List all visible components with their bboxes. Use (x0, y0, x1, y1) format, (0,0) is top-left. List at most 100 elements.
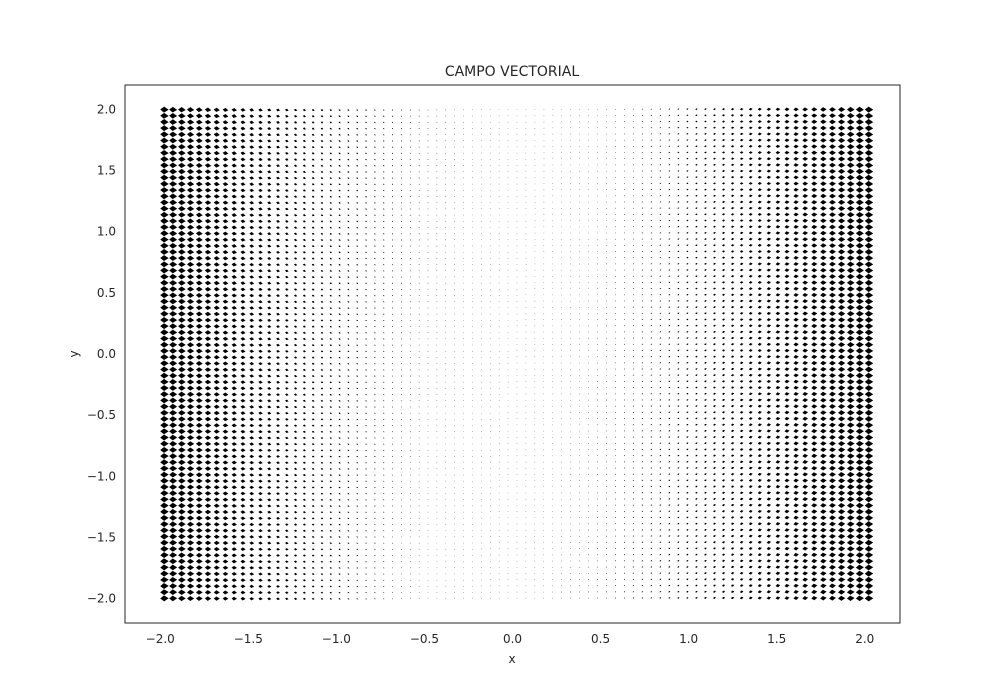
vector-arrow (489, 437, 491, 439)
vector-arrow (169, 539, 178, 546)
vector-arrow (552, 474, 554, 475)
vector-arrow (507, 227, 509, 228)
vector-arrow (606, 226, 607, 228)
vector-arrow (329, 134, 332, 136)
vector-arrow (650, 380, 653, 382)
vector-arrow (525, 375, 527, 376)
vector-arrow (668, 523, 671, 525)
vector-arrow (516, 245, 518, 247)
vector-arrow (668, 182, 671, 184)
vector-arrow (418, 344, 420, 346)
vector-arrow (561, 492, 563, 494)
vector-arrow (650, 424, 653, 426)
vector-arrow (552, 467, 554, 469)
vector-arrow (498, 301, 500, 302)
vector-arrow (588, 498, 589, 500)
vector-arrow (525, 331, 527, 333)
vector-arrow (409, 561, 411, 562)
vector-arrow (392, 251, 394, 253)
vector-arrow (347, 264, 350, 266)
vector-arrow (489, 344, 491, 346)
vector-arrow (561, 276, 563, 277)
vector-arrow (213, 355, 220, 360)
vector-arrow (169, 558, 178, 565)
vector-arrow (659, 591, 662, 593)
vector-arrow (409, 350, 411, 352)
vector-arrow (472, 456, 473, 457)
vector-arrow (204, 596, 212, 601)
vector-arrow (302, 245, 306, 248)
vector-arrow (178, 329, 186, 336)
vector-arrow (695, 306, 698, 308)
vector-arrow (258, 597, 263, 601)
vector-arrow (579, 276, 580, 277)
vector-arrow (632, 516, 634, 519)
vector-arrow (436, 419, 438, 420)
vector-arrow (392, 165, 394, 167)
vector-arrow (632, 362, 634, 364)
vector-arrow (641, 176, 643, 178)
vector-arrow (195, 125, 203, 131)
vector-arrow (552, 344, 554, 345)
vector-arrow (383, 264, 385, 266)
vector-arrow (169, 298, 178, 305)
vector-arrow (294, 127, 298, 130)
vector-arrow (178, 162, 186, 169)
vector-arrow (534, 165, 536, 166)
vector-arrow (258, 473, 263, 477)
vector-arrow (401, 282, 402, 284)
vector-arrow (588, 313, 589, 314)
vector-arrow (222, 373, 229, 378)
vector-arrow (285, 381, 289, 384)
vector-arrow (401, 128, 402, 130)
vector-arrow (686, 430, 689, 432)
vector-arrow (659, 436, 662, 438)
vector-arrow (588, 214, 589, 215)
vector-arrow (320, 115, 324, 118)
vector-arrow (543, 350, 545, 351)
vector-arrow (418, 158, 420, 161)
vector-arrow (606, 146, 607, 147)
vector-arrow (472, 196, 473, 197)
vector-arrow (704, 163, 707, 166)
vector-arrow (213, 120, 220, 125)
vector-arrow (195, 119, 203, 125)
vector-arrow (623, 504, 625, 506)
vector-arrow (418, 245, 420, 247)
vector-arrow (320, 536, 324, 538)
vector-arrow (258, 368, 263, 372)
vector-arrow (677, 294, 680, 296)
vector-arrow (285, 424, 289, 427)
vector-arrow (525, 554, 527, 556)
vector-arrow (561, 406, 563, 407)
vector-arrow (623, 393, 625, 395)
vector-arrow (294, 146, 298, 149)
vector-arrow (392, 449, 394, 451)
vector-arrow (454, 579, 455, 581)
vector-arrow (302, 511, 306, 514)
vector-arrow (392, 177, 394, 179)
vector-arrow (543, 121, 545, 123)
vector-arrow (463, 567, 464, 569)
vector-arrow (543, 269, 545, 271)
vector-arrow (401, 400, 402, 402)
vector-arrow (285, 306, 289, 310)
vector-arrow (480, 264, 482, 265)
vector-arrow (204, 546, 212, 552)
vector-arrow (516, 536, 518, 537)
vector-arrow (650, 467, 653, 469)
vector-arrow (632, 195, 634, 197)
vector-arrow (418, 375, 420, 377)
vector-arrow (160, 298, 169, 305)
vector-arrow (222, 342, 229, 347)
vector-arrow (463, 202, 464, 203)
vector-arrow (160, 434, 169, 441)
vector-arrow (186, 107, 195, 113)
vector-arrow (222, 454, 229, 459)
vector-arrow (302, 418, 306, 421)
vector-arrow (677, 250, 680, 253)
vector-arrow (204, 194, 212, 199)
vector-arrow (507, 443, 509, 444)
vector-arrow (641, 281, 643, 283)
vector-arrow (713, 491, 716, 494)
